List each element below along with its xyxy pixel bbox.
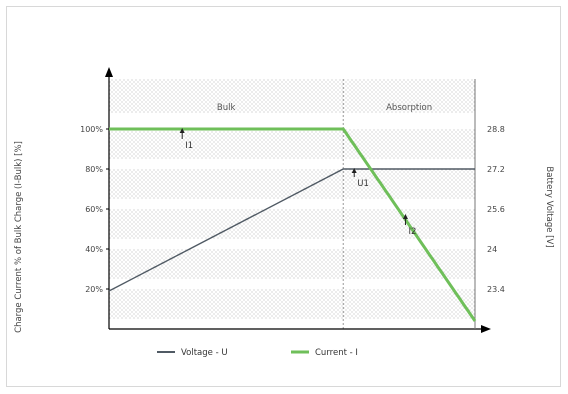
plot-area: 20% 40% 60% 80% 100% 23.4 24 25.6 27.2 28.8 Bulk Ab… bbox=[80, 67, 505, 333]
legend: Voltage - U Current - I bbox=[157, 348, 358, 358]
hatch-band bbox=[109, 169, 475, 199]
y-tick-label-right: 27.2 bbox=[487, 165, 505, 174]
region-label: Absorption bbox=[386, 103, 432, 113]
annotation-label: U1 bbox=[357, 179, 369, 189]
y-tick-label-left: 40% bbox=[85, 245, 103, 254]
hatch-band bbox=[109, 249, 475, 279]
y-tick-label-left: 60% bbox=[85, 205, 103, 214]
x-axis-arrow bbox=[481, 325, 491, 333]
region-label: Bulk bbox=[217, 103, 236, 113]
chart-svg: 20% 40% 60% 80% 100% 23.4 24 25.6 27.2 28.8 Bulk Ab… bbox=[14, 67, 554, 358]
annotation-arrowhead bbox=[351, 168, 357, 173]
annotation-arrowhead bbox=[402, 214, 408, 219]
annotation-label: I2 bbox=[408, 227, 416, 237]
y-tick-label-left: 80% bbox=[85, 165, 103, 174]
annotation-label: I1 bbox=[185, 141, 193, 151]
annotation-arrowhead bbox=[179, 128, 185, 133]
hatch-band bbox=[109, 79, 475, 113]
y-axis-left-label: Charge Current % of Bulk Charge (I-Bulk)… bbox=[14, 141, 24, 333]
y-axis-arrow bbox=[105, 67, 113, 77]
legend-label-voltage: Voltage - U bbox=[181, 348, 228, 358]
series-line-current bbox=[109, 127, 477, 322]
chart-frame: 20% 40% 60% 80% 100% 23.4 24 25.6 27.2 28.8 Bulk Ab… bbox=[6, 6, 561, 387]
hatch-band bbox=[109, 129, 475, 159]
y-tick-label-left: 20% bbox=[85, 285, 103, 294]
y-tick-label-right: 23.4 bbox=[487, 285, 505, 294]
series-line-voltage bbox=[108, 168, 475, 292]
y-tick-label-right: 25.6 bbox=[487, 205, 505, 214]
y-axis-right-label: Battery Voltage [V] bbox=[544, 166, 554, 247]
hatch-band bbox=[109, 289, 475, 319]
legend-label-current: Current - I bbox=[315, 348, 358, 358]
y-tick-label-right: 24 bbox=[487, 245, 497, 254]
y-tick-label-left: 100% bbox=[80, 125, 103, 134]
hatch-band bbox=[109, 209, 475, 239]
y-tick-label-right: 28.8 bbox=[487, 125, 505, 134]
